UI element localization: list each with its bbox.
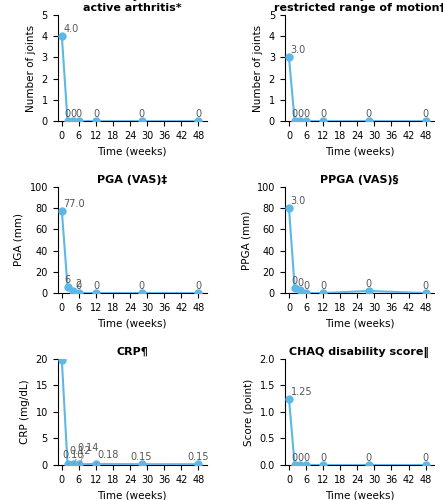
Text: 0: 0: [139, 108, 144, 118]
Title: Number of joints with
restricted range of motion†: Number of joints with restricted range o…: [274, 0, 443, 13]
Title: PPGA (VAS)§: PPGA (VAS)§: [320, 175, 399, 185]
Text: 0: 0: [303, 108, 309, 118]
X-axis label: Time (weeks): Time (weeks): [97, 490, 167, 500]
Text: 0: 0: [303, 281, 309, 291]
X-axis label: Time (weeks): Time (weeks): [97, 318, 167, 328]
Title: PGA (VAS)‡: PGA (VAS)‡: [97, 175, 167, 185]
Y-axis label: CRP (mg/dL): CRP (mg/dL): [20, 380, 30, 444]
Text: 0: 0: [291, 276, 298, 285]
Text: 0.18: 0.18: [96, 450, 119, 464]
Text: 0: 0: [291, 108, 298, 118]
X-axis label: Time (weeks): Time (weeks): [325, 490, 394, 500]
Text: 0: 0: [423, 453, 429, 463]
Text: 0: 0: [297, 278, 303, 288]
Text: 3.0: 3.0: [291, 196, 306, 206]
Text: 0: 0: [303, 453, 309, 463]
Text: 0: 0: [76, 108, 82, 118]
Y-axis label: PPGA (mm): PPGA (mm): [241, 210, 251, 270]
Text: 0.15: 0.15: [131, 452, 152, 462]
Text: 0: 0: [320, 108, 326, 118]
Text: 77.0: 77.0: [63, 199, 85, 209]
Text: 0: 0: [139, 281, 144, 291]
Text: 0: 0: [76, 281, 82, 291]
X-axis label: Time (weeks): Time (weeks): [325, 146, 394, 156]
Text: 0: 0: [423, 281, 429, 291]
Text: 0.10: 0.10: [62, 450, 84, 464]
Text: 0: 0: [195, 108, 202, 118]
Text: 0: 0: [70, 108, 76, 118]
Text: 3.0: 3.0: [291, 45, 306, 55]
Y-axis label: PGA (mm): PGA (mm): [14, 214, 24, 266]
Text: 0: 0: [320, 453, 326, 463]
Text: 0.14: 0.14: [78, 442, 99, 464]
Title: CHAQ disability score‖: CHAQ disability score‖: [289, 346, 429, 358]
Text: 0: 0: [297, 108, 303, 118]
Text: 0: 0: [423, 108, 429, 118]
Title: Number of joints with
active arthritis*: Number of joints with active arthritis*: [64, 0, 200, 13]
Text: 4.0: 4.0: [63, 24, 79, 34]
Y-axis label: Score (point): Score (point): [244, 378, 254, 446]
Text: 0: 0: [365, 279, 372, 289]
Text: 6: 6: [65, 274, 70, 284]
Text: 0: 0: [365, 453, 372, 463]
X-axis label: Time (weeks): Time (weeks): [97, 146, 167, 156]
Text: 0: 0: [320, 281, 326, 291]
Text: 0: 0: [291, 453, 298, 463]
X-axis label: Time (weeks): Time (weeks): [325, 318, 394, 328]
Text: 1.25: 1.25: [291, 386, 312, 396]
Text: 0: 0: [195, 281, 202, 291]
Text: 0.15: 0.15: [188, 452, 209, 462]
Text: 2: 2: [75, 279, 81, 289]
Text: 0: 0: [93, 281, 99, 291]
Title: CRP¶: CRP¶: [117, 346, 148, 356]
Text: 0: 0: [365, 108, 372, 118]
Y-axis label: Number of joints: Number of joints: [253, 24, 263, 112]
Y-axis label: Number of joints: Number of joints: [26, 24, 36, 112]
Text: 0: 0: [297, 453, 303, 463]
Text: 0: 0: [65, 108, 70, 118]
Text: 0: 0: [93, 108, 99, 118]
Text: 0.12: 0.12: [70, 446, 91, 464]
